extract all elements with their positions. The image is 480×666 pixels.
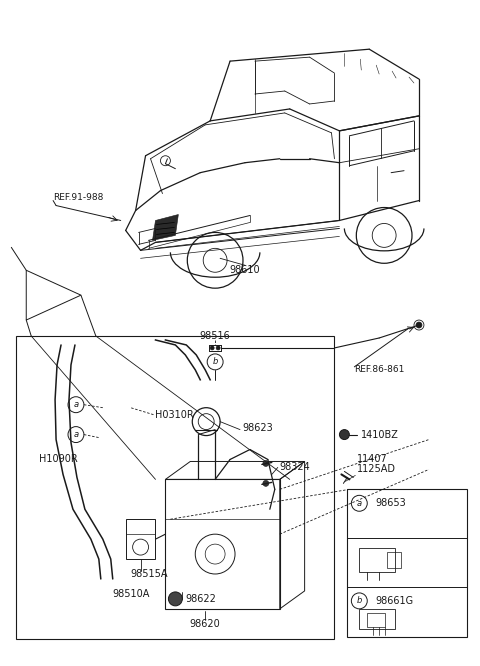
Circle shape (351, 593, 367, 609)
Text: 98623: 98623 (242, 423, 273, 433)
Text: a: a (73, 400, 79, 409)
Text: 98661G: 98661G (375, 596, 413, 606)
Circle shape (351, 496, 367, 511)
Bar (126, 519, 156, 559)
Text: 98515A: 98515A (131, 569, 168, 579)
Circle shape (416, 322, 422, 328)
Circle shape (216, 346, 220, 350)
Text: 1410BZ: 1410BZ (361, 430, 399, 440)
Text: REF.86-861: REF.86-861 (354, 366, 405, 374)
Circle shape (210, 346, 214, 350)
Text: b: b (357, 596, 362, 605)
Circle shape (263, 460, 269, 466)
Polygon shape (153, 214, 179, 240)
Circle shape (207, 354, 223, 370)
Text: 98620: 98620 (190, 619, 221, 629)
Bar (367, 613, 385, 627)
Text: 98653: 98653 (375, 498, 406, 508)
Bar (348, 490, 467, 637)
Text: 98622: 98622 (185, 594, 216, 604)
Text: REF.91-988: REF.91-988 (53, 193, 104, 202)
Circle shape (168, 592, 182, 606)
Circle shape (263, 480, 269, 486)
Circle shape (68, 397, 84, 413)
Circle shape (68, 427, 84, 442)
Text: 11407: 11407 (357, 454, 388, 464)
Text: 98324: 98324 (280, 462, 311, 472)
Text: H0310R: H0310R (156, 410, 194, 420)
Bar (360, 548, 395, 572)
Circle shape (339, 430, 349, 440)
Text: 98510A: 98510A (113, 589, 150, 599)
Text: 98610: 98610 (229, 265, 260, 275)
Text: 1125AD: 1125AD (357, 464, 396, 474)
Text: b: b (213, 358, 218, 366)
Bar (387, 552, 401, 568)
Text: H1090R: H1090R (39, 454, 78, 464)
Text: a: a (357, 499, 362, 507)
Text: 98516: 98516 (200, 331, 230, 341)
Bar (16, 336, 335, 639)
Text: a: a (73, 430, 79, 439)
Bar (360, 609, 395, 629)
